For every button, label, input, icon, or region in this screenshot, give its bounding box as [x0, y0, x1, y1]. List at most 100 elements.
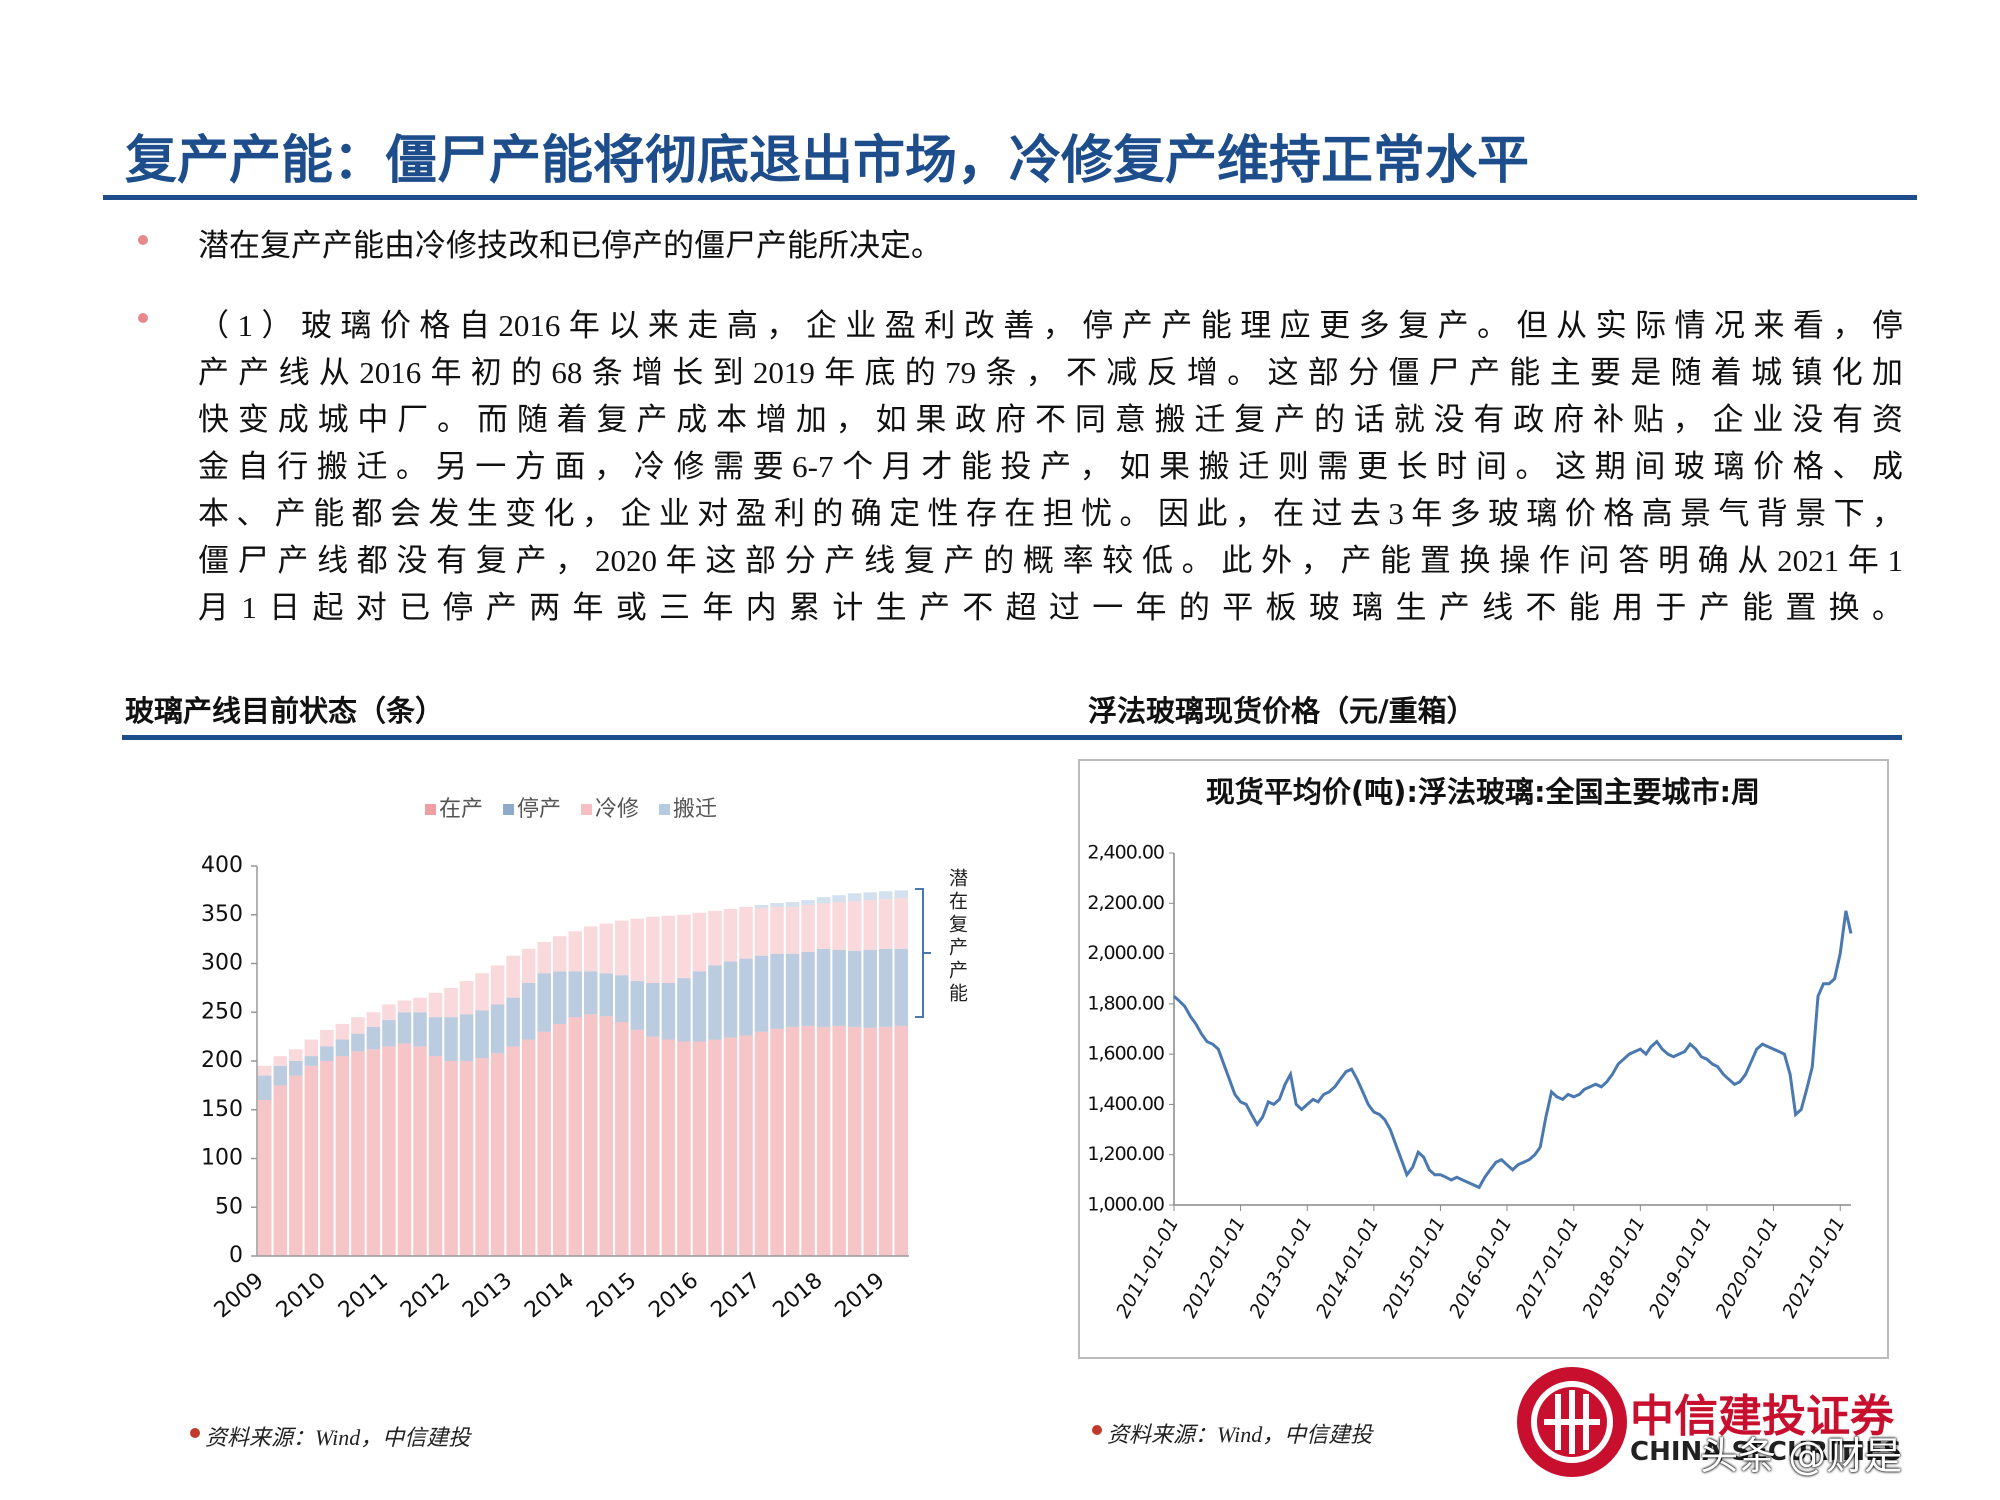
annotation-bracket — [915, 888, 931, 1018]
bar-segment — [490, 1053, 505, 1256]
bar-segment — [584, 1014, 598, 1256]
bar-segment — [770, 906, 784, 954]
bar-segment — [304, 1065, 319, 1256]
chart-title: 浮法玻璃现货价格（元/重箱） — [1088, 694, 1476, 728]
text-line: 金自行搬迁。另一方面，冷修需要6-7个月才能投产，如果搬迁则需更长时间。这期间玻… — [198, 449, 1903, 484]
bar-segment — [475, 1058, 489, 1256]
bar-segment — [878, 899, 893, 949]
bar-segment — [816, 1026, 831, 1256]
bar-segment — [273, 1085, 288, 1256]
y-tick-label: 2,200.00 — [1087, 892, 1164, 914]
bar-segment — [552, 936, 567, 972]
bar-segment — [258, 1100, 272, 1256]
bar-segment — [599, 923, 614, 974]
bar-segment — [490, 965, 505, 1005]
bar-segment — [832, 1025, 846, 1256]
bar-segment — [847, 901, 862, 951]
bar-segment — [537, 1031, 551, 1256]
price-line — [1173, 910, 1853, 1190]
text-line: 僵尸产线都没有复产，2020年这部分产线复产的概率较低。此外，产能置换操作问答明… — [198, 543, 1903, 578]
bar-segment — [816, 897, 831, 904]
legend-label: 搬迁 — [673, 796, 717, 821]
bar-segment — [397, 1043, 412, 1256]
bar-segment — [739, 958, 753, 1036]
y-tick-label: 2,000.00 — [1087, 942, 1164, 964]
bar-segment — [382, 1020, 396, 1047]
logo-english: CHINA SECURITIES — [1630, 1437, 1902, 1467]
bar-segment — [708, 1039, 722, 1256]
y-tick-label: 200 — [201, 1048, 243, 1073]
bar-segment — [630, 918, 645, 982]
bar-segment — [770, 953, 784, 1029]
bar-segment — [304, 1039, 319, 1057]
y-tick-label: 100 — [201, 1146, 243, 1171]
bar-segment — [878, 1026, 893, 1256]
bar-segment — [723, 961, 738, 1038]
bar-segment — [382, 1004, 396, 1021]
y-tick-label: 150 — [201, 1097, 243, 1122]
bar-segment — [863, 949, 877, 1028]
source-dot — [1092, 1425, 1102, 1435]
legend-label: 停产 — [517, 796, 561, 821]
y-tick-label: 1,000.00 — [1087, 1194, 1164, 1216]
y-tick-label: 1,800.00 — [1087, 992, 1164, 1014]
bar-segment — [366, 1049, 381, 1256]
bar-segment — [568, 1017, 582, 1256]
bar-segment — [506, 997, 520, 1047]
bar-segment — [475, 973, 489, 1011]
bar-segment — [894, 898, 908, 949]
bar-segment — [677, 1041, 691, 1256]
watermark: 头条 @财是 — [1700, 1434, 1903, 1478]
bar-segment — [444, 1017, 458, 1061]
bar-segment — [552, 1023, 567, 1256]
bar-segment — [444, 1061, 458, 1256]
bar-segment — [661, 915, 676, 983]
source: 资料来源：Wind，中信建投 — [205, 1425, 471, 1450]
bar-segment — [692, 971, 707, 1042]
bar-segment — [661, 983, 676, 1040]
legend-swatch — [503, 804, 515, 815]
bullet-dot — [138, 235, 148, 245]
bar-segment — [506, 1046, 520, 1256]
bar-segment — [847, 893, 862, 902]
bar-segment — [863, 900, 877, 950]
bar-segment — [413, 997, 427, 1013]
bar-segment — [490, 1004, 505, 1054]
bar-segment — [801, 951, 815, 1026]
bar-segment — [646, 983, 660, 1037]
bullet-text: 潜在复产产能由冷修技改和已停产的僵尸产能所决定。 — [198, 228, 942, 263]
bar-segment — [351, 1033, 365, 1052]
y-tick-label: 250 — [201, 999, 243, 1024]
bullet-paragraph: （1）玻璃价格自2016年以来走高，企业盈利改善，停产产能理应更多复产。但从实际… — [198, 302, 1903, 631]
text-line: 本、产能都会发生变化，企业对盈利的确定性存在担忧。因此，在过去3年多玻璃价格高景… — [198, 496, 1903, 531]
chart-rule — [122, 735, 1902, 740]
bar-segment — [630, 1029, 645, 1256]
bar-segment — [521, 948, 536, 983]
bar-segment — [785, 953, 800, 1027]
bar-segment — [568, 971, 582, 1018]
bar-segment — [258, 1075, 272, 1100]
bar-segment — [413, 1012, 427, 1047]
text-line: 产产线从2016年初的68条增长到2019年底的79条，不减反增。这部分僵尸产能… — [198, 355, 1903, 390]
bar-segment — [599, 1016, 614, 1256]
annotation: 潜在复产产能 — [946, 868, 967, 1006]
chart-title: 玻璃产线目前状态（条） — [125, 694, 445, 728]
bar-segment — [382, 1046, 396, 1256]
text-line: 月1日起对已停产两年或三年内累计生产不超过一年的平板玻璃生产线不能用于产能置换。 — [198, 590, 1903, 625]
text-line: 快变成城中厂。而随着复产成本增加，如果政府不同意搬迁复产的话就没有政府补贴，企业… — [198, 402, 1903, 437]
bar-segment — [397, 1012, 412, 1044]
bar-segment — [599, 973, 614, 1017]
y-tick-label: 50 — [215, 1194, 243, 1219]
bar-segment — [459, 981, 474, 1015]
bar-segment — [459, 1061, 474, 1256]
bar-segment — [878, 891, 893, 900]
bar-segment — [832, 895, 846, 903]
bar-segment — [584, 971, 598, 1015]
bar-segment — [521, 1039, 536, 1256]
bar-segment — [723, 908, 738, 962]
bar-segment — [646, 1036, 660, 1256]
bar-segment — [847, 1026, 862, 1256]
bar-segment — [832, 949, 846, 1026]
bar-segment — [568, 931, 582, 972]
